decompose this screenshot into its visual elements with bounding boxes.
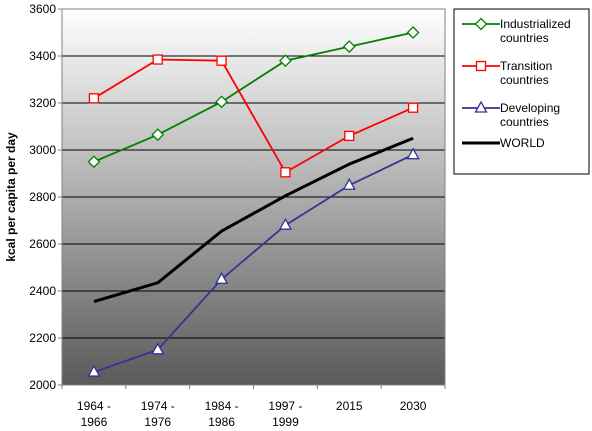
data-point [278, 217, 293, 230]
legend-label: countries [500, 31, 549, 45]
x-tick-label: 1986 [208, 415, 235, 429]
legend-label: Industrialized [500, 17, 571, 31]
legend-label: WORLD [500, 136, 545, 150]
legend-label: Transition [500, 59, 552, 73]
legend-box [453, 8, 590, 175]
legend-label: Developing [500, 101, 560, 115]
x-tick-label: 2030 [400, 399, 427, 413]
y-axis-ticks: 2000 2200 2400 2600 2800 3000 3200 3400 3600 [29, 2, 62, 392]
data-point [342, 177, 356, 190]
data-point [88, 93, 100, 104]
series-line [93, 136, 414, 304]
x-tick-label: 1974 - [141, 399, 175, 413]
series-layer [87, 26, 420, 377]
y-tick-label: 2800 [29, 190, 56, 204]
series-line [93, 153, 414, 373]
legend: IndustrializedcountriesTransitioncountri… [453, 8, 590, 175]
data-point [344, 130, 355, 142]
data-point [216, 55, 227, 66]
series-line [93, 58, 414, 174]
y-tick-label: 3200 [29, 96, 56, 110]
y-axis-label: kcal per capita per day [4, 132, 18, 262]
x-tick-label: 1964 - [77, 399, 111, 413]
y-tick-label: 2200 [29, 331, 56, 345]
y-tick-label: 3600 [29, 2, 56, 16]
y-tick-label: 3000 [29, 143, 56, 157]
legend-marker [474, 17, 488, 31]
series-transition-countries [88, 54, 419, 178]
x-tick-label: 1999 [272, 415, 299, 429]
legend-label: countries [500, 73, 549, 87]
data-point [214, 271, 229, 284]
x-tick-label: 2015 [336, 399, 363, 413]
legend-label: countries [500, 115, 549, 129]
series-developing-countries [87, 147, 420, 377]
data-point [407, 102, 419, 113]
data-point [151, 128, 165, 142]
data-point [87, 364, 101, 377]
x-tick-label: 1976 [144, 415, 171, 429]
data-point [87, 155, 101, 169]
x-tick-label: 1997 - [268, 399, 302, 413]
data-point [151, 342, 165, 355]
legend-entry: WORLD [462, 136, 545, 150]
y-tick-label: 2600 [29, 237, 56, 251]
data-point [278, 54, 292, 68]
data-point [152, 54, 163, 65]
series-world [93, 136, 414, 304]
data-point [406, 26, 420, 39]
y-tick-label: 2400 [29, 284, 56, 298]
x-tick-label: 1984 - [205, 399, 239, 413]
legend-marker [474, 100, 488, 113]
y-tick-label: 3400 [29, 49, 56, 63]
legend-marker [475, 60, 487, 72]
series-industrialized-countries [87, 26, 420, 169]
x-tick-label: 1966 [81, 415, 108, 429]
x-axis-ticks: 1964 - 1966 1974 - 1976 1984 - 1986 1997 - 1999… [61, 385, 446, 429]
data-point [342, 40, 356, 54]
series-line [93, 31, 414, 163]
y-tick-label: 2000 [29, 378, 56, 392]
data-point [215, 95, 229, 109]
data-point [406, 147, 420, 160]
data-point [280, 167, 291, 178]
